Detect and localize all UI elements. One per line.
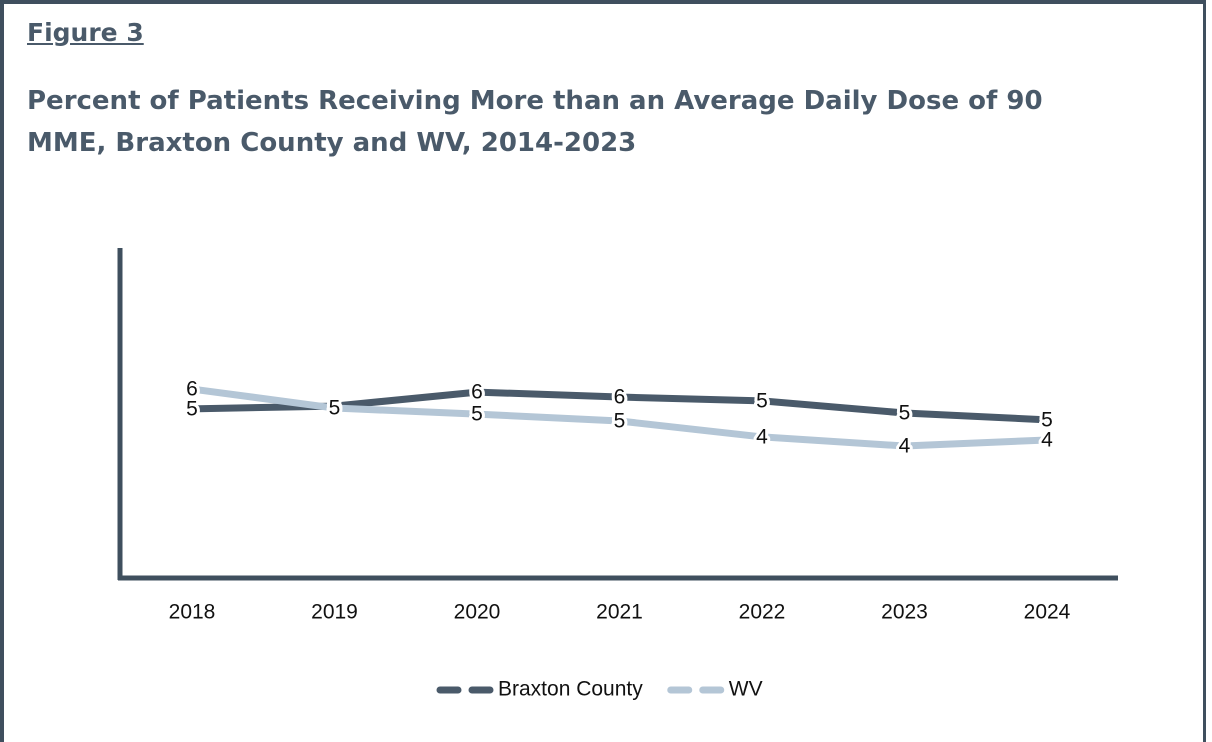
x-tick-label: 2020 bbox=[454, 601, 501, 624]
x-tick-label: 2023 bbox=[881, 601, 928, 624]
data-label: 5 bbox=[186, 397, 198, 420]
data-label: 4 bbox=[899, 435, 911, 458]
data-label: 6 bbox=[471, 381, 483, 404]
figure-label: Figure 3 bbox=[27, 18, 144, 47]
data-label: 6 bbox=[186, 378, 198, 401]
data-label: 4 bbox=[1041, 428, 1053, 451]
data-label: 5 bbox=[329, 397, 341, 420]
chart-title: Percent of Patients Receiving More than … bbox=[27, 86, 1043, 158]
data-label: 5 bbox=[471, 403, 483, 426]
legend-label: WV bbox=[729, 678, 763, 701]
data-label: 4 bbox=[756, 425, 768, 448]
x-tick-label: 2022 bbox=[739, 601, 786, 624]
x-tick-label: 2019 bbox=[311, 601, 358, 624]
data-label: 5 bbox=[614, 410, 626, 433]
series-line bbox=[191, 385, 1048, 450]
data-label: 5 bbox=[1041, 408, 1053, 431]
x-tick-label: 2024 bbox=[1024, 601, 1071, 624]
data-label: 5 bbox=[329, 395, 341, 418]
x-tick-label: 2018 bbox=[169, 601, 216, 624]
data-label: 5 bbox=[899, 402, 911, 425]
data-label: 6 bbox=[614, 386, 626, 409]
data-label: 5 bbox=[756, 389, 768, 412]
legend-label: Braxton County bbox=[498, 678, 643, 701]
x-tick-label: 2021 bbox=[596, 601, 643, 624]
